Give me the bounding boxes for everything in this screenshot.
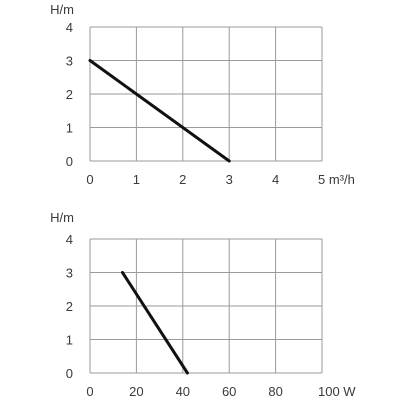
y-tick-label: 1 [66, 121, 73, 136]
y-tick-label: 4 [66, 20, 73, 35]
x-tick-label: 3 [226, 172, 233, 187]
y-tick-label: 4 [66, 232, 73, 247]
y-tick-label: 1 [66, 333, 73, 348]
x-tick-label: 80 [268, 384, 282, 399]
x-tick-label: 4 [272, 172, 279, 187]
x-tick-label: 60 [222, 384, 236, 399]
power-head-chart: 0 20 40 60 80 100 W 0 1 2 3 4 H/m [50, 210, 356, 399]
y-tick-label: 0 [66, 154, 73, 169]
x-tick-label: 0 [86, 172, 93, 187]
x-tick-label: 5 m³/h [318, 172, 355, 187]
x-tick-label: 20 [129, 384, 143, 399]
y-tick-label: 0 [66, 366, 73, 381]
y-axis-label: H/m [50, 2, 74, 17]
x-tick-label: 0 [86, 384, 93, 399]
y-tick-label: 2 [66, 87, 73, 102]
flow-head-chart: 0 1 2 3 4 5 m³/h 0 1 2 3 4 H/m [50, 2, 355, 187]
y-tick-label: 2 [66, 299, 73, 314]
y-tick-label: 3 [66, 266, 73, 281]
x-tick-label: 1 [133, 172, 140, 187]
y-tick-label: 3 [66, 54, 73, 69]
x-tick-label: 40 [176, 384, 190, 399]
x-tick-label: 100 W [318, 384, 356, 399]
x-tick-label: 2 [179, 172, 186, 187]
series-line-0 [88, 59, 231, 163]
y-axis-label: H/m [50, 210, 74, 225]
series-line-0 [120, 271, 189, 375]
